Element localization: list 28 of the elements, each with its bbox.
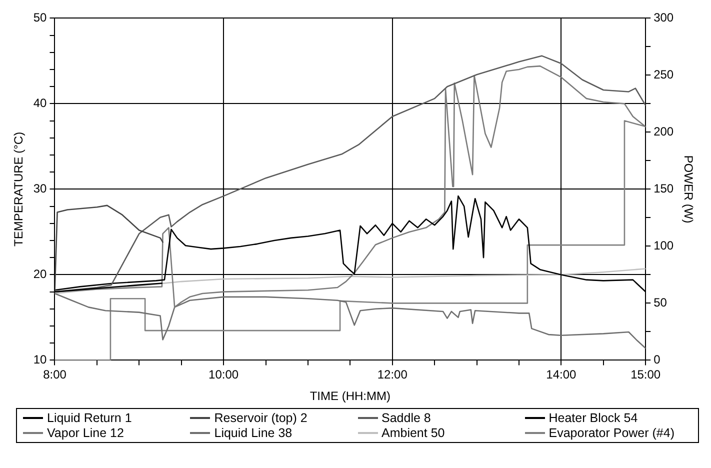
x-tick-label: 15:00 (630, 368, 661, 382)
legend-label: Liquid Return 1 (47, 411, 132, 425)
legend-label: Heater Block 54 (548, 411, 638, 425)
y2-tick-label: 250 (654, 68, 674, 82)
y2-tick-label: 100 (654, 238, 674, 253)
y-tick-label: 50 (33, 10, 48, 25)
legend-label: Evaporator Power (#4) (548, 426, 675, 440)
x-tick-label: 8:00 (43, 368, 67, 382)
legend-label: Ambient 50 (382, 426, 445, 440)
x-tick-label: 12:00 (377, 368, 408, 382)
y-tick-label: 20 (33, 267, 48, 282)
y2-tick-label: 50 (654, 296, 668, 310)
legend-label: Liquid Line 38 (214, 426, 292, 440)
y2-tick-label: 300 (654, 10, 674, 25)
y-tick-label: 40 (33, 96, 48, 110)
y-axis-title: TEMPERATURE (°C) (12, 132, 26, 246)
y-tick-label: 10 (33, 352, 48, 367)
y2-tick-label: 200 (654, 124, 674, 139)
x-axis-title: TIME (HH:MM) (310, 389, 390, 404)
legend-label: Reservoir (top) 2 (214, 411, 308, 425)
x-tick-label: 10:00 (208, 368, 239, 382)
x-tick-label: 14:00 (546, 368, 577, 382)
y2-tick-label: 0 (654, 352, 661, 367)
legend-label: Saddle 8 (382, 411, 431, 425)
y2-axis-title: POWER (W) (681, 155, 696, 224)
legend-label: Vapor Line 12 (47, 426, 124, 440)
y2-tick-label: 150 (654, 182, 674, 196)
y-tick-label: 30 (33, 182, 48, 196)
